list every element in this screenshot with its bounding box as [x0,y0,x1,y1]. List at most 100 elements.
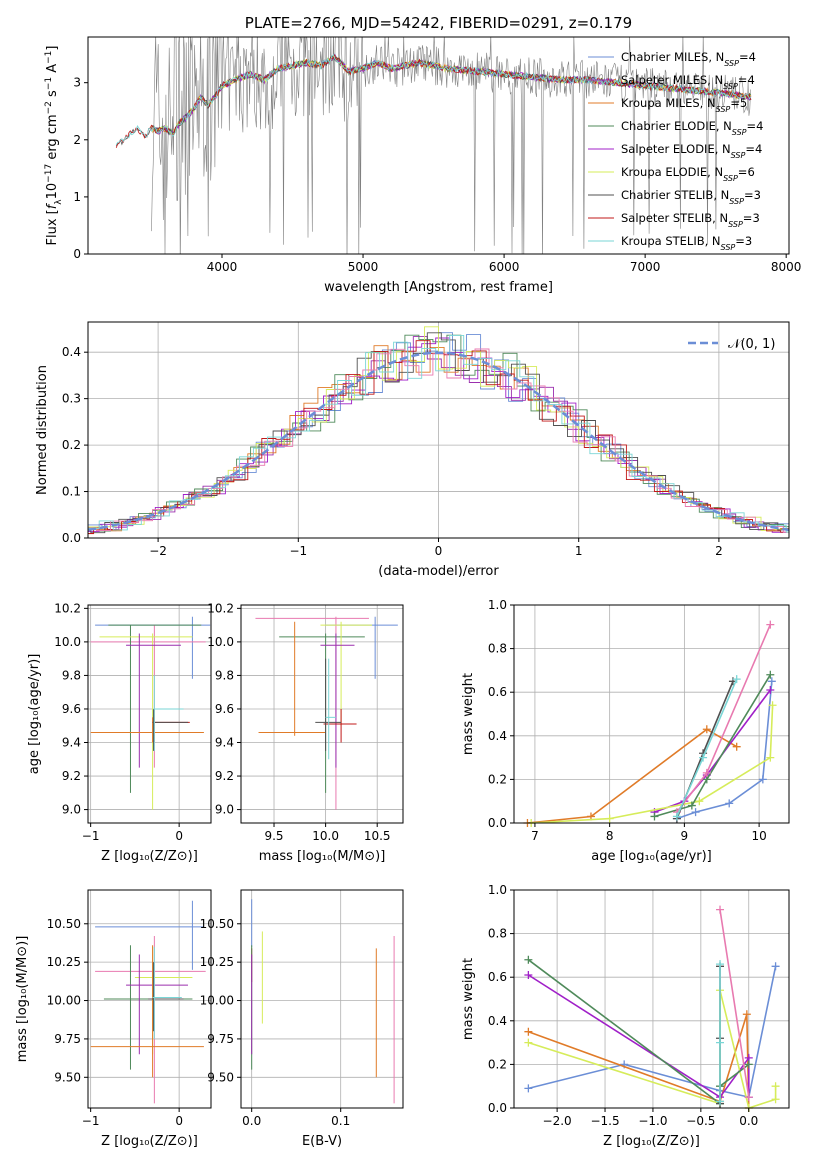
plot-content [115,37,752,254]
data-point [766,670,775,679]
x-tick-label: 8000 [771,260,802,274]
y-label-part: f [45,202,60,209]
x-tick-label: 9.5 [264,829,283,843]
data-point [744,1060,753,1069]
y-label-part: Flux [ [45,209,60,245]
y-tick-label: 9.4 [215,736,234,750]
data-point [691,808,700,817]
panel-residuals: −2 −1 0 1 2 0.0 0.1 0.2 0.3 0.4 (data-model)/error… [35,321,790,579]
legend-nssp: 4 [755,142,762,156]
plot-content [523,620,777,827]
y-label-part: erg cm [45,114,60,163]
x-tick-label: 8 [606,829,614,843]
legend-label: Kroupa STELIB, NSSP=3 [621,234,752,252]
legend-nssp: 4 [747,73,754,87]
legend-name: Kroupa MILES [621,96,700,110]
legend-nssp: 3 [752,211,759,225]
y-tick-label: 0.0 [488,1101,507,1115]
legend-nssp: 5 [740,96,747,110]
axes-frame [240,889,404,1109]
legend-label: Kroupa MILES, NSSP=5 [621,96,747,114]
y-tick-label: 9.75 [54,1032,81,1046]
y-tick-label: 9.0 [62,803,81,817]
x-tick-label: 0 [175,1114,183,1128]
y-tick-label: 0.6 [488,970,507,984]
legend-label: Kroupa ELODIE, NSSP=6 [621,165,755,183]
axes: 9.5 10.0 10.5 9.0 9.2 9.4 9.6 9.8 10.0 10.2 mass [… [207,601,404,864]
axes-frame [513,889,790,1109]
gaussian-curve [88,351,789,532]
y-tick-label: 0.4 [488,729,507,743]
plot-content [251,899,395,1104]
y-tick-label: 10.50 [47,917,81,931]
y-tick-label: 10.2 [207,601,234,615]
data-point [766,753,775,762]
plot-content [524,905,780,1112]
x-tick-label: 4000 [207,260,238,274]
y-tick-label: 2 [73,133,81,147]
legend-nssp: 4 [756,119,763,133]
x-tick-label: 9 [681,829,689,843]
y-tick-label: 10.25 [47,955,81,969]
data-point [524,1038,533,1047]
panel-age_vs_mass: 9.5 10.0 10.5 9.0 9.2 9.4 9.6 9.8 10.0 10.2 mass [… [207,601,404,864]
axes: 0.0 0.1 9.50 9.75 10.00 10.25 10.50 E(B-V) [200,889,404,1149]
y-tick-label: 0.4 [62,345,81,359]
x-tick-label: 0 [435,544,443,558]
x-axis-label: mass [log₁₀(M/M⊙)] [259,849,386,864]
data-point [771,962,780,971]
x-tick-label: 10.0 [312,829,339,843]
data-point [732,742,741,751]
y-axis-label: Flux [fλ10−17 erg cm−2 s−1 A−1] [44,46,64,246]
y-label-part: λ [54,199,64,205]
y-tick-label: 1.0 [488,598,507,612]
y-tick-label: 10.0 [54,635,81,649]
x-tick-label: −1.5 [590,1114,619,1128]
panel-mw_vs_Z: −2.0 −1.5 −1.0 −0.5 0.0 0.0 0.2 0.4 0.6 0.8 1.0 Z [… [461,883,790,1149]
series-line [527,959,750,1106]
data-point [524,1027,533,1036]
grid [241,605,403,823]
x-axis-label: Z [log₁₀(Z/Z⊙)] [101,1134,198,1149]
x-tick-label: 1 [575,544,583,558]
series-line [527,974,750,1099]
x-axis-label: age [log₁₀(age/yr)] [591,849,712,864]
panel-mass_vs_ebv: 0.0 0.1 9.50 9.75 10.00 10.25 10.50 E(B-V) [200,889,404,1149]
y-tick-label: 3 [73,76,81,90]
y-label-part: −2 [44,101,54,114]
y-tick-label: 0.8 [488,642,507,656]
data-point [771,1082,780,1091]
legend-label: 𝒩(0, 1) [728,337,775,352]
y-tick-label: 9.0 [215,803,234,817]
data-point [695,797,704,806]
data-point [716,1038,725,1047]
x-tick-label: 2 [715,544,723,558]
data-point [716,960,725,969]
series-line [528,1014,750,1109]
legend-label: Chabrier STELIB, NSSP=3 [621,188,761,206]
y-label-part: 10 [45,183,60,200]
series-line [528,990,777,1110]
legend-nssp: 3 [745,234,752,248]
data-point [742,1010,751,1019]
y-tick-label: 9.50 [207,1070,234,1084]
axes-frame [87,889,212,1109]
x-axis-label: E(B-V) [302,1134,342,1149]
model-spectrum [115,54,752,146]
panel-age_vs_Z: −1 0 9.0 9.2 9.4 9.6 9.8 10.0 10.2 Z [log₁₀(Z/Z⊙)… [27,601,212,864]
legend-label: Chabrier ELODIE, NSSP=4 [621,119,763,137]
legend-name: Salpeter MILES [621,73,707,87]
y-tick-label: 0.8 [488,927,507,941]
data-point [768,701,777,710]
data-point [699,753,708,762]
y-axis-label: mass weight [461,673,476,755]
legend-name: Chabrier STELIB [621,188,713,202]
data-point [767,677,776,686]
legend-label: Chabrier MILES, NSSP=4 [621,50,756,68]
x-tick-label: 0.0 [242,1114,261,1128]
series-line [654,674,771,818]
x-tick-label: −1 [82,829,100,843]
y-label-part: A [45,64,60,77]
y-axis-label: Normed distribution [35,365,50,495]
